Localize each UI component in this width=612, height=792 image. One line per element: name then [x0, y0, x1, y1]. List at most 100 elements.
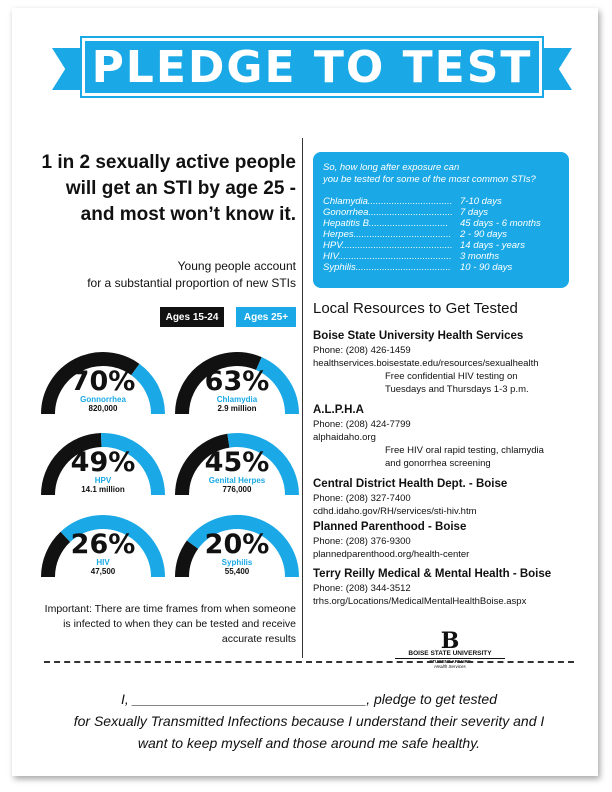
- gauge-count: 47,500: [90, 567, 116, 576]
- window-time: 10 - 90 days: [460, 262, 513, 273]
- resource-url[interactable]: alphaidaho.org: [313, 432, 376, 443]
- pledge-line: want to keep myself and those around me …: [137, 735, 481, 751]
- window-disease: HIV.....................................…: [323, 251, 452, 262]
- gauge-percent: 20%: [204, 529, 270, 560]
- logo-mark: B: [440, 628, 460, 654]
- gauge-label: HIV: [96, 558, 110, 567]
- banner-box: PLEDGE TO TEST: [80, 36, 544, 98]
- window-row: Hepatitis B.............................…: [323, 218, 559, 229]
- gauge-syphilis: 20% Syphilis 55,400: [172, 507, 302, 582]
- flyer-page: [12, 8, 598, 776]
- testing-window-box: So, how long after exposure can you be t…: [313, 152, 569, 288]
- gauge-hiv: 26% HIV 47,500: [38, 507, 168, 582]
- resource-boise-state: Boise State University Health Services P…: [313, 328, 573, 396]
- gauge-arc: [175, 352, 299, 415]
- window-time: 7 days: [460, 207, 488, 218]
- window-row: HPV.....................................…: [323, 240, 559, 251]
- resource-central-district: Central District Health Dept. - Boise Ph…: [313, 476, 573, 518]
- resource-note: and gonorrhea screening: [385, 458, 491, 469]
- headline-line: and most won’t know it.: [80, 204, 296, 225]
- logo-dept: Health Services: [434, 664, 466, 669]
- gauge-arc: [175, 433, 299, 496]
- headline-line: will get an STI by age 25 -: [65, 178, 296, 199]
- gauge-arc-ages-15-24: [175, 540, 199, 578]
- gauge-arc-ages-25-plus: [227, 433, 299, 496]
- logo-university: BOISE STATE UNIVERSITY: [395, 650, 505, 659]
- gauge-genital-herpes: 45% Genital Herpes 776,000: [172, 425, 302, 500]
- window-row: Herpes..................................…: [323, 229, 559, 240]
- pledge-line: I, ______________________________, pledg…: [120, 691, 498, 707]
- important-line: accurate results: [221, 633, 296, 645]
- gauge-arc-ages-15-24: [41, 531, 71, 578]
- legend-ages-25-plus: Ages 25+: [236, 307, 296, 327]
- window-time: 14 days - years: [460, 240, 525, 251]
- pledge-statement: I, ______________________________, pledg…: [44, 688, 574, 754]
- resource-phone: Phone: (208) 344-3512: [313, 583, 411, 594]
- gauge-hpv: 49% HPV 14.1 million: [38, 425, 168, 500]
- gauge-arc-ages-25-plus: [60, 515, 165, 578]
- gauge-label: Syphilis: [221, 558, 253, 567]
- gauge-percent: 70%: [70, 366, 136, 397]
- gauge-arc-ages-25-plus: [101, 433, 165, 496]
- resource-url[interactable]: trhs.org/Locations/MedicalMentalHealthBo…: [313, 596, 527, 607]
- window-disease: Syphilis................................…: [323, 262, 451, 273]
- page-title: PLEDGE TO TEST: [91, 41, 533, 93]
- resource-url[interactable]: cdhd.idaho.gov/RH/services/sti-hiv.htm: [313, 506, 477, 517]
- resource-name: Central District Health Dept. - Boise: [313, 478, 508, 490]
- gauge-arc-ages-15-24: [41, 433, 102, 496]
- window-disease: Gonorrhea...............................…: [323, 207, 453, 218]
- column-divider: [302, 138, 303, 658]
- pledge-line: for Sexually Transmitted Infections beca…: [73, 713, 545, 729]
- resource-planned-parenthood: Planned Parenthood - Boise Phone: (208) …: [313, 519, 573, 561]
- gauge-percent: 49%: [70, 447, 136, 478]
- gauge-count: 14.1 million: [81, 485, 125, 494]
- gauge-label: HPV: [94, 476, 112, 485]
- resource-terry-reilly: Terry Reilly Medical & Mental Health - B…: [313, 566, 573, 608]
- window-disease: Hepatitis B.............................…: [323, 218, 449, 229]
- resource-note: Tuesdays and Thursdays 1-3 p.m.: [385, 384, 529, 395]
- window-row: Chlamydia...............................…: [323, 196, 559, 207]
- resource-note: Free HIV oral rapid testing, chlamydia: [385, 445, 544, 456]
- window-row: Syphilis................................…: [323, 262, 559, 273]
- subheadline-line: for a substantial proportion of new STIs: [87, 276, 296, 290]
- gauge-arc-ages-15-24: [175, 433, 230, 496]
- resource-name: A.L.P.H.A: [313, 404, 364, 416]
- gauge-gonorrhea: 70% Gonnorrhea 820,000: [38, 344, 168, 419]
- gauge-arc-ages-25-plus: [186, 515, 299, 578]
- gauge-arc: [175, 515, 299, 578]
- resource-phone: Phone: (208) 426-1459: [313, 345, 411, 356]
- gauge-percent: 63%: [204, 366, 270, 397]
- resource-name: Boise State University Health Services: [313, 330, 524, 342]
- resource-alpha: A.L.P.H.A Phone: (208) 424-7799 alphaida…: [313, 402, 573, 470]
- window-time: 7-10 days: [460, 196, 502, 207]
- window-time: 45 days - 6 months: [460, 218, 541, 229]
- gauge-label: Gonnorrhea: [80, 395, 126, 404]
- window-row: HIV.....................................…: [323, 251, 559, 262]
- important-note: Important: There are time frames from wh…: [30, 602, 296, 647]
- gauge-arc-ages-25-plus: [255, 357, 299, 415]
- gauge-arc-ages-25-plus: [130, 363, 165, 415]
- window-time: 2 - 90 days: [460, 229, 507, 240]
- resources-title: Local Resources to Get Tested: [313, 300, 518, 317]
- question-line: So, how long after exposure can: [323, 162, 460, 173]
- resource-url[interactable]: plannedparenthood.org/health-center: [313, 549, 470, 560]
- title-banner: PLEDGE TO TEST: [52, 30, 572, 104]
- gauge-chlamydia: 63% Chlamydia 2.9 million: [172, 344, 302, 419]
- gauge-count: 776,000: [222, 485, 252, 494]
- gauge-label: Genital Herpes: [208, 476, 266, 485]
- legend-ages-15-24: Ages 15-24: [160, 307, 224, 327]
- gauge-count: 820,000: [88, 404, 118, 413]
- boise-state-logo: B BOISE STATE UNIVERSITY STUDENT AFFAIRS…: [395, 628, 505, 669]
- gauge-arc: [41, 352, 165, 415]
- headline-line: 1 in 2 sexually active people: [41, 152, 296, 173]
- gauge-percent: 45%: [204, 447, 270, 478]
- resource-url[interactable]: healthservices.boisestate.edu/resources/…: [313, 358, 539, 369]
- important-line: is infected to when they can be tested a…: [63, 618, 296, 630]
- resource-name: Planned Parenthood - Boise: [313, 521, 467, 533]
- testing-window-question: So, how long after exposure can you be t…: [323, 162, 559, 186]
- resource-phone: Phone: (208) 327-7400: [313, 493, 411, 504]
- gauge-percent: 26%: [70, 529, 136, 560]
- gauge-count: 55,400: [224, 567, 250, 576]
- gauge-count: 2.9 million: [217, 404, 257, 413]
- important-line: Important: There are time frames from wh…: [44, 603, 296, 615]
